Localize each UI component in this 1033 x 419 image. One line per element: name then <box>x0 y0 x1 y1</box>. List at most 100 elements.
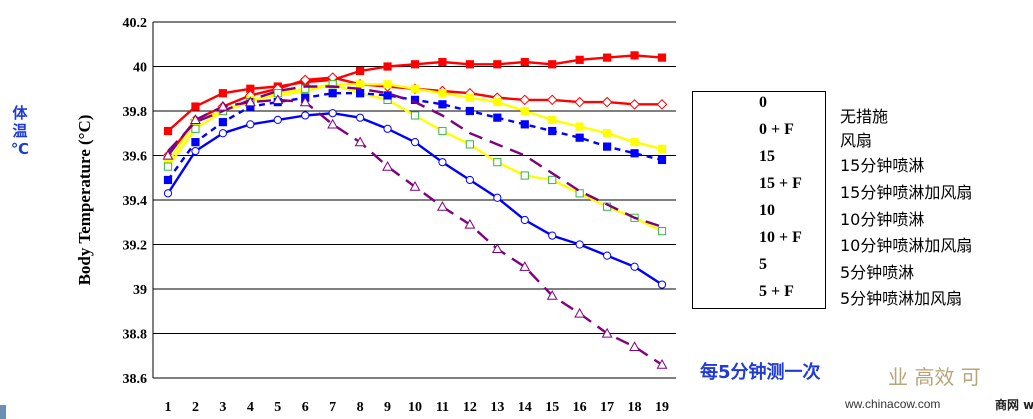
x-tick-labels: 1 2 3 4 5 6 7 8 9 10 11 12 13 14 15 16 17 18 19 <box>165 400 670 415</box>
data-point <box>383 62 392 71</box>
data-point <box>657 227 667 236</box>
cn-label-15: 15分钟喷淋 <box>840 156 925 175</box>
data-point <box>546 290 558 300</box>
data-point <box>630 149 639 158</box>
y-tick-label: 39.6 <box>123 150 148 165</box>
y-tick-label: 39 <box>133 283 147 298</box>
data-point <box>657 53 667 62</box>
data-point <box>493 60 502 69</box>
data-point <box>328 89 337 98</box>
side-char-1: 体 <box>12 104 28 122</box>
data-point <box>189 114 201 124</box>
data-point <box>191 124 200 133</box>
data-point <box>465 106 474 116</box>
data-point <box>574 96 585 108</box>
x-tick-label: 13 <box>490 400 504 415</box>
data-point <box>163 126 173 136</box>
data-point <box>630 51 639 60</box>
data-point <box>246 120 255 129</box>
data-point <box>299 74 311 86</box>
data-point <box>356 89 365 98</box>
data-point <box>327 118 339 129</box>
data-point <box>356 80 365 89</box>
data-point <box>438 100 447 109</box>
data-point <box>520 106 529 116</box>
data-point <box>218 89 227 98</box>
cn-label-10: 10分钟喷淋 <box>840 210 925 229</box>
data-point <box>656 99 668 110</box>
y-tick-label: 38.8 <box>123 328 148 343</box>
data-point <box>383 124 392 133</box>
side-label-body-temp: 体 温 ℃ <box>10 104 30 158</box>
data-point <box>436 201 448 211</box>
x-tick-label: 9 <box>384 400 391 415</box>
data-point <box>163 162 173 171</box>
data-point <box>464 218 476 229</box>
x-tick-label: 3 <box>219 400 226 415</box>
x-tick-label: 11 <box>436 400 449 415</box>
x-tick-label: 18 <box>628 400 642 415</box>
data-point <box>301 84 310 93</box>
data-point <box>548 231 557 240</box>
data-point <box>657 280 667 289</box>
legend-label-15: 15 <box>759 148 775 165</box>
data-point <box>493 113 502 122</box>
data-point <box>301 111 310 120</box>
measurement-note: 每5分钟测一次 <box>700 362 821 383</box>
data-point <box>575 133 584 142</box>
data-point <box>382 161 394 171</box>
data-point <box>603 53 612 62</box>
data-point <box>163 189 173 198</box>
data-point <box>601 96 613 108</box>
cn-label-0f: 风扇 <box>840 131 873 150</box>
data-point <box>465 60 474 69</box>
corner-decoration <box>0 405 6 419</box>
data-point <box>272 94 284 104</box>
data-point <box>630 138 639 147</box>
x-tick-label: 17 <box>600 400 614 415</box>
side-char-3: ℃ <box>10 140 30 158</box>
data-point <box>657 155 667 165</box>
x-tick-label: 14 <box>518 400 532 415</box>
data-point <box>162 149 174 160</box>
data-point <box>273 115 282 125</box>
x-tick-label: 2 <box>192 400 199 415</box>
data-point <box>328 109 337 118</box>
data-point <box>438 89 447 98</box>
data-point <box>218 129 227 138</box>
x-tick-label: 10 <box>408 400 422 415</box>
data-point <box>409 181 421 191</box>
data-point <box>383 91 392 100</box>
data-point <box>520 120 529 129</box>
data-point <box>383 80 392 89</box>
data-point <box>575 55 584 64</box>
site-url: ww.chinacow.com <box>845 397 941 411</box>
legend-label-15f: 15 + F <box>759 175 802 192</box>
data-point <box>629 99 640 110</box>
cn-label-0: 无措施 <box>840 107 889 126</box>
data-point <box>438 126 447 136</box>
legend: 0 0 + F 15 15 + F 10 10 + F 5 5 + F <box>692 91 826 309</box>
data-point <box>519 94 531 106</box>
data-point <box>656 359 668 369</box>
x-tick-label: 16 <box>573 400 587 415</box>
x-tick-label: 6 <box>302 400 309 415</box>
x-tick-label: 7 <box>329 400 336 415</box>
data-point <box>328 80 337 89</box>
legend-label-0: 0 <box>759 94 767 111</box>
cn-label-5f: 5分钟喷淋加风扇 <box>840 289 963 308</box>
data-point <box>574 307 586 318</box>
data-point <box>163 175 173 185</box>
data-point <box>410 60 420 69</box>
data-point <box>299 96 311 107</box>
side-char-2: 温 <box>12 122 28 140</box>
cn-label-5: 5分钟喷淋 <box>840 263 915 282</box>
x-tick-label: 4 <box>247 400 254 415</box>
legend-label-10f: 10 + F <box>759 229 802 246</box>
y-tick-labels: 38.6 38.8 39 39.2 39.4 39.6 39.8 40 40.2 <box>123 16 148 387</box>
data-point <box>575 122 584 131</box>
data-point <box>217 100 229 111</box>
data-point <box>465 140 474 149</box>
y-tick-label: 40.2 <box>123 16 148 31</box>
